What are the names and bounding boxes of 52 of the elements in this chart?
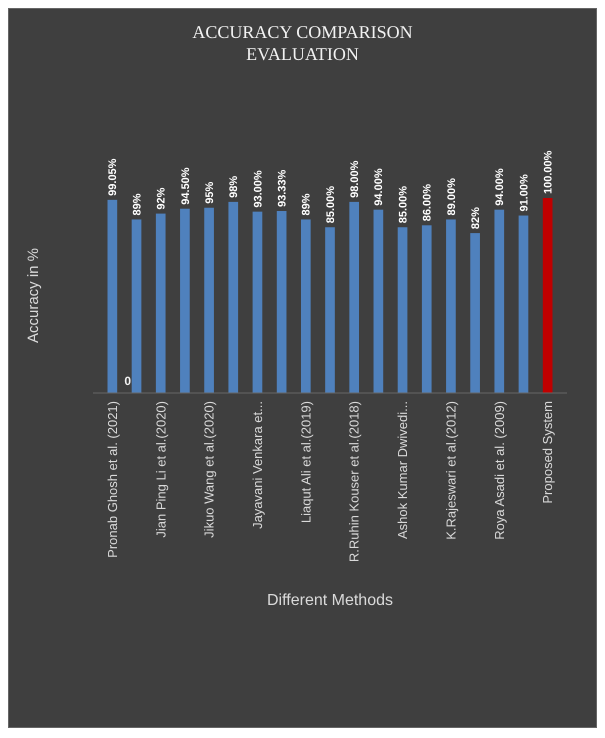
data-label: 93.33%: [276, 169, 288, 208]
bar: [374, 210, 384, 393]
bar: [446, 219, 456, 393]
data-label: 89%: [300, 193, 313, 216]
bar: [132, 219, 142, 393]
bar: [156, 214, 166, 393]
data-label: 85.00%: [324, 186, 337, 224]
data-label: 94.00%: [494, 168, 506, 206]
x-tick-label: Liaqut Ali et al.(2019): [298, 401, 314, 524]
data-label: 85.00%: [397, 186, 410, 224]
bar: [470, 233, 480, 393]
x-tick-label: R.Ruhin Kouser et al.(2018): [346, 401, 362, 562]
bar: [518, 216, 528, 393]
bar: [180, 208, 190, 393]
x-tick-label: Ashok Kumar Dwivedi...: [395, 401, 410, 539]
bar: [252, 212, 262, 393]
data-label: 89%: [131, 193, 144, 216]
x-tick-label: Pronab Ghosh et al. (2021): [104, 401, 120, 558]
annotation: 0: [124, 374, 132, 388]
bar: [228, 202, 238, 393]
data-label: 82%: [470, 206, 482, 230]
bar: [542, 198, 552, 393]
data-label: 99.05%: [107, 158, 120, 196]
x-tick-label: Jian Ping Li et al.(2020): [153, 401, 168, 538]
bar: [494, 210, 504, 393]
data-label: 100.00%: [542, 150, 555, 194]
x-tick-label: Jayavani Venkara et...: [250, 401, 265, 529]
data-label: 95%: [204, 182, 216, 204]
bar: [349, 202, 360, 393]
bar: [398, 227, 408, 393]
bar: [108, 200, 118, 393]
chart-title: ACCURACY COMPARISON EVALUATION: [192, 22, 413, 64]
x-tick-label: Jikuo Wang et al.(2020): [202, 401, 217, 538]
data-label: 98%: [228, 176, 240, 198]
x-tick-label: Proposed System: [540, 401, 556, 504]
bar: [422, 225, 432, 393]
x-tick-label: Roya Asadi et al. (2009): [492, 401, 507, 540]
data-label: 92%: [156, 187, 168, 210]
data-label: 94.00%: [373, 168, 386, 206]
data-label: 86.00%: [422, 184, 434, 222]
bar: [300, 219, 311, 393]
x-tick-label: K.Rajeswari et al.(2012): [443, 401, 458, 540]
y-axis-title: Accuracy in %: [25, 248, 42, 344]
data-label: 98.00%: [349, 160, 362, 198]
data-label: 93.00%: [252, 170, 264, 208]
x-axis-title: Different Methods: [267, 592, 393, 609]
data-label: 91.00%: [518, 174, 530, 212]
bar: [325, 227, 335, 393]
data-label: 94.50%: [180, 167, 192, 205]
data-label: 89.00%: [446, 178, 458, 216]
bar: [204, 208, 214, 393]
bar: [276, 211, 286, 393]
